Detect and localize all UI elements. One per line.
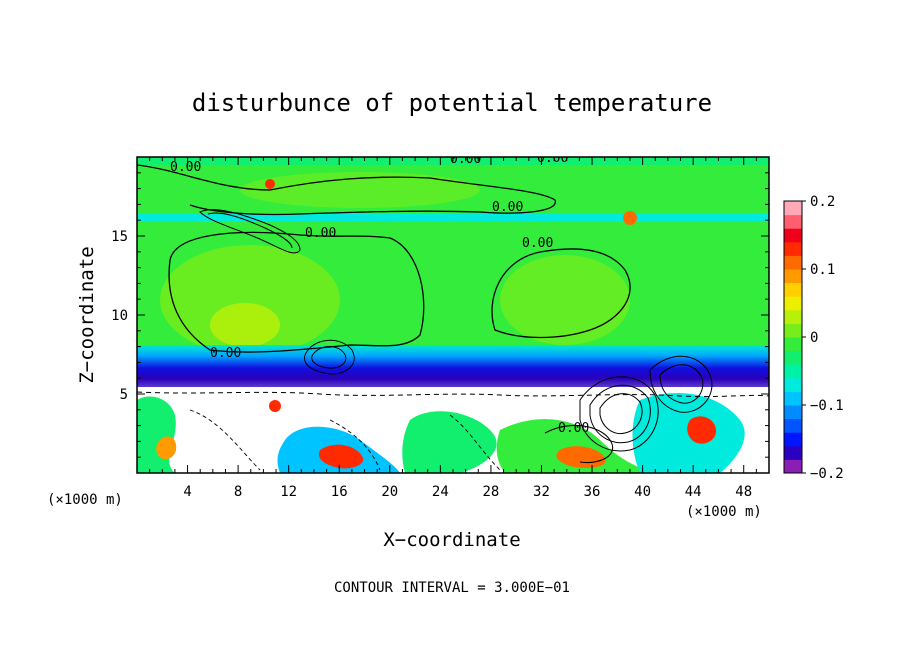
field-lower-blob-3 — [402, 411, 497, 473]
colorbar-swatch — [784, 201, 802, 216]
storm-contours-right — [579, 355, 713, 452]
field-lower-blob-4 — [496, 419, 660, 473]
colorbar-swatch — [784, 377, 802, 392]
colorbar-swatch — [784, 337, 802, 352]
chart-title: disturbunce of potential temperature — [192, 89, 712, 117]
colorbar-swatch — [784, 296, 802, 311]
field-hotspot-3 — [269, 400, 281, 412]
contour-zero-upper — [137, 164, 556, 216]
colorbar-tick-label: −0.1 — [810, 398, 844, 414]
contour-label: 0.00 — [450, 152, 481, 167]
contour-lower-2 — [544, 425, 613, 464]
colorbar-swatch — [784, 418, 802, 433]
contour-zero-right — [491, 248, 631, 339]
x-tick-label: 12 — [280, 484, 297, 500]
contour-zero-left — [168, 231, 425, 353]
colorbar-swatch — [784, 241, 802, 256]
x-tick-label: 24 — [432, 484, 449, 500]
y-tick-label: 10 — [111, 308, 128, 324]
x-tick-label: 36 — [584, 484, 601, 500]
colorbar-tick-label: 0 — [810, 330, 818, 346]
x-axis: 4 8 12 16 20 24 28 32 36 40 44 48 — [149, 157, 757, 500]
field-lower-blob-8 — [687, 416, 717, 444]
x-tick-label: 4 — [183, 484, 191, 500]
colorbar-swatch — [784, 282, 802, 297]
colorbar-swatch — [784, 228, 802, 243]
x-tick-label: 32 — [533, 484, 550, 500]
x-tick-label: 40 — [634, 484, 651, 500]
y-axis: 5 10 15 — [111, 172, 769, 458]
field-warm-lobe-right — [500, 255, 630, 345]
storm-contours-mid — [304, 339, 355, 375]
contour-interval-note: CONTOUR INTERVAL = 3.000E−01 — [334, 580, 570, 596]
colorbar-swatch — [784, 214, 802, 229]
field-warm-core-left — [210, 303, 280, 347]
field-warm-upper — [240, 172, 480, 208]
colorbar-swatch — [784, 432, 802, 447]
x-tick-label: 20 — [381, 484, 398, 500]
y-axis-label: Z−coordinate — [76, 246, 98, 383]
field-lower-blob-9 — [156, 436, 177, 460]
x-unit-right: (×1000 m) — [686, 504, 762, 520]
field-hotspot-2 — [265, 179, 275, 189]
contour-label: 0.00 — [492, 200, 523, 215]
field-warm-lobe-left — [160, 245, 340, 355]
contour-lower-1 — [189, 409, 501, 471]
colorbar-swatch — [784, 269, 802, 284]
colorbar-swatch — [784, 350, 802, 365]
x-unit-left: (×1000 m) — [47, 492, 123, 508]
colorbar-swatch — [784, 391, 802, 406]
x-tick-label: 8 — [234, 484, 242, 500]
contour-label: 0.00 — [170, 160, 201, 175]
contour-label: 0.00 — [210, 346, 241, 361]
colorbar-swatch — [784, 255, 802, 270]
y-tick-label: 5 — [120, 387, 128, 403]
contour-dashed-tropo — [137, 391, 769, 398]
x-tick-label: 44 — [685, 484, 702, 500]
y-tick-label: 15 — [111, 229, 128, 245]
contour-label: 0.00 — [522, 236, 553, 251]
plot-area: 0.00 0.00 0.00 0.00 0.00 0.00 0.00 0.00 — [137, 151, 769, 473]
colorbar-swatch — [784, 459, 802, 474]
x-tick-label: 48 — [735, 484, 752, 500]
field-lower-blob-6 — [318, 444, 364, 469]
colorbar-tick-label: 0.1 — [810, 262, 835, 278]
colorbar-swatch — [784, 445, 802, 460]
x-tick-label: 28 — [482, 484, 499, 500]
colorbar-swatch — [784, 364, 802, 379]
x-tick-label: 16 — [331, 484, 348, 500]
contour-label: 0.00 — [537, 151, 568, 166]
colorbar-swatch — [784, 323, 802, 338]
contour-label: 0.00 — [305, 226, 336, 241]
colorbar-tick-label: 0.2 — [810, 194, 835, 210]
colorbar-swatch — [784, 405, 802, 420]
field-hotspot-1 — [623, 211, 637, 225]
x-axis-label: X−coordinate — [383, 529, 520, 551]
colorbar-swatch — [784, 309, 802, 324]
contour-label: 0.00 — [558, 421, 589, 436]
storm-contours-upper-left — [199, 209, 301, 254]
field-cyan-stripe — [137, 213, 769, 222]
colorbar: 0.2 0.1 0 −0.1 −0.2 — [783, 194, 844, 482]
colorbar-tick-label: −0.2 — [810, 466, 844, 482]
